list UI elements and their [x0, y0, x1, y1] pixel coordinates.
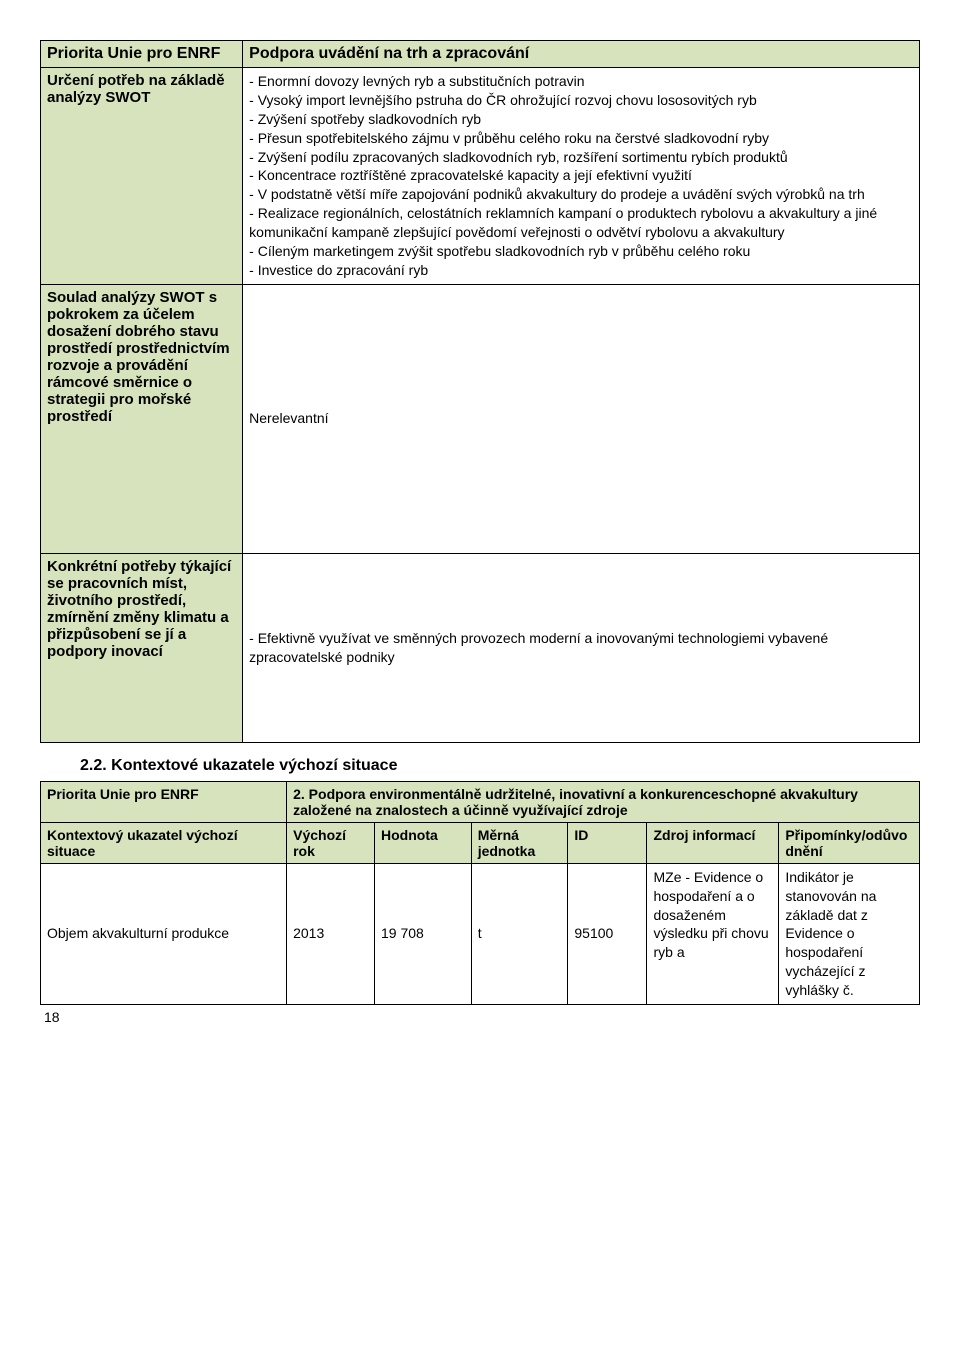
t2-h-c0: Kontextový ukazatel výchozí situace [41, 822, 287, 863]
t1-r2c0: Soulad analýzy SWOT s pokrokem za účelem… [41, 284, 243, 553]
t2-h-c1: Výchozí rok [287, 822, 375, 863]
main-swot-table: Priorita Unie pro ENRF Podpora uvádění n… [40, 40, 920, 743]
t1-r3c1: - Efektivně využívat ve směnných provoze… [243, 553, 920, 742]
page-number: 18 [44, 1009, 920, 1025]
context-indicators-table: Priorita Unie pro ENRF 2. Podpora enviro… [40, 781, 920, 1005]
t2-d-c4: 95100 [568, 863, 647, 1004]
t1-r1c1: - Enormní dovozy levných ryb a substituč… [243, 68, 920, 285]
t2-h-c6: Připomínky/odůvodnění [779, 822, 920, 863]
t2-h-c4: ID [568, 822, 647, 863]
t2-h-c5: Zdroj informací [647, 822, 779, 863]
t2-d-c6: Indikátor je stanovován na základě dat z… [779, 863, 920, 1004]
section-heading: 2.2. Kontextové ukazatele výchozí situac… [80, 757, 920, 775]
t1-r0c1: Podpora uvádění na trh a zpracování [243, 41, 920, 68]
t2-d-c3: t [471, 863, 568, 1004]
t2-r1-value: 2. Podpora environmentálně udržitelné, i… [287, 781, 920, 822]
t2-d-c5: MZe - Evidence o hospodaření a o dosažen… [647, 863, 779, 1004]
t2-d-c0: Objem akvakulturní produkce [41, 863, 287, 1004]
t2-d-c2: 19 708 [375, 863, 472, 1004]
t2-h-c2: Hodnota [375, 822, 472, 863]
t1-r0c0: Priorita Unie pro ENRF [41, 41, 243, 68]
t2-h-c3: Měrná jednotka [471, 822, 568, 863]
t1-r3c0: Konkrétní potřeby týkající se pracovních… [41, 553, 243, 742]
t1-r2c1: Nerelevantní [243, 284, 920, 553]
t1-r1c0: Určení potřeb na základě analýzy SWOT [41, 68, 243, 285]
t2-r1-label: Priorita Unie pro ENRF [41, 781, 287, 822]
t2-d-c1: 2013 [287, 863, 375, 1004]
